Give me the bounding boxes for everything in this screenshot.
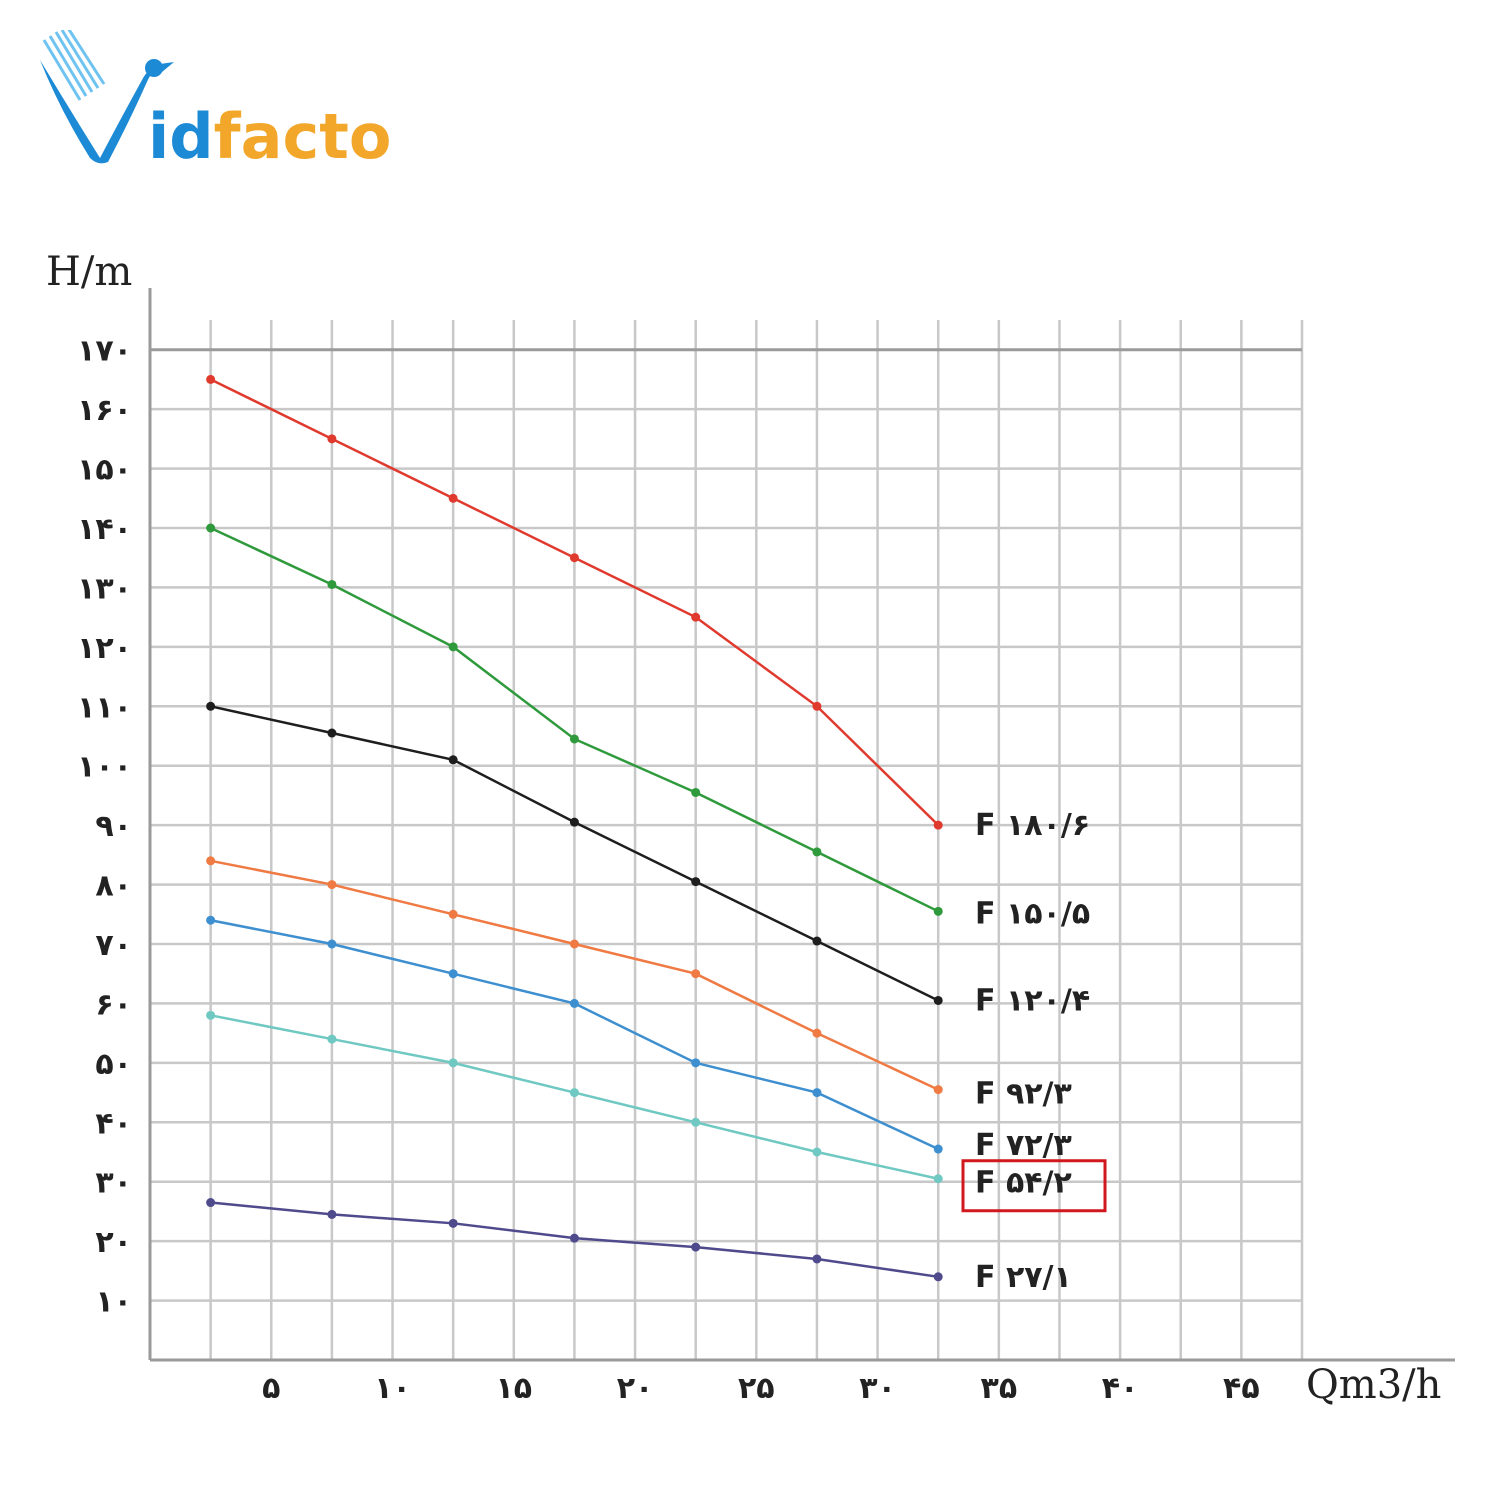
data-point <box>206 915 216 925</box>
data-point <box>691 1242 701 1252</box>
series-label: F ۱۲۰/۴ <box>975 983 1090 1018</box>
y-tick-label: ۱۴۰ <box>77 512 132 547</box>
data-point <box>569 1233 579 1243</box>
series-label: F ۹۲/۳ <box>975 1077 1072 1112</box>
x-tick-label: ۴۰ <box>1102 1371 1139 1406</box>
data-point <box>933 995 943 1005</box>
data-point <box>691 787 701 797</box>
series-label: F ۲۷/۱ <box>975 1260 1072 1295</box>
data-point <box>812 701 822 711</box>
vidfactor-logo: idfactor <box>40 30 390 170</box>
y-tick-label: ۸۰ <box>95 869 132 904</box>
data-point <box>448 642 458 652</box>
y-tick-label: ۱۰ <box>95 1285 132 1320</box>
y-tick-label: ۴۰ <box>95 1106 132 1141</box>
data-point <box>448 755 458 765</box>
y-tick-label: ۱۰۰ <box>77 750 132 785</box>
data-point <box>448 493 458 503</box>
data-point <box>448 969 458 979</box>
data-point <box>933 1272 943 1282</box>
x-tick-label: ۳۵ <box>981 1371 1018 1406</box>
data-point <box>206 374 216 384</box>
logo-text: idfactor <box>148 100 390 170</box>
y-tick-label: ۳۰ <box>95 1166 132 1201</box>
data-point <box>327 728 337 738</box>
x-tick-label: ۱۵ <box>495 1371 532 1406</box>
y-tick-label: ۲۰ <box>95 1225 132 1260</box>
x-tick-label: ۵ <box>262 1371 280 1406</box>
data-point <box>327 1209 337 1219</box>
data-point <box>812 1254 822 1264</box>
chart-grid <box>150 320 1304 1360</box>
data-point <box>812 847 822 857</box>
chart-labels: ۱۰ ۲۰ ۳۰ ۴۰ ۵۰ ۶۰ ۷۰ ۸۰ ۹۰ ۱۰۰ ۱۱۰ ۱۲۰ ۱۳۰ ۱۴۰ ۱۵۰ ۱۶۰ ۱… <box>77 334 1260 1406</box>
x-tick-label: ۲۰ <box>617 1371 654 1406</box>
logo-text-factor: factor <box>214 100 390 170</box>
logo-text-i: id <box>148 100 214 170</box>
y-tick-label: ۱۷۰ <box>77 334 132 369</box>
data-point <box>933 1174 943 1184</box>
data-point <box>691 969 701 979</box>
y-tick-label: ۱۳۰ <box>77 571 132 606</box>
data-point <box>569 734 579 744</box>
data-point <box>448 1058 458 1068</box>
highlight-box <box>961 1159 1107 1213</box>
x-tick-label: ۳۰ <box>859 1371 896 1406</box>
data-point <box>569 553 579 563</box>
data-point <box>691 1117 701 1127</box>
bird-icon <box>40 30 174 164</box>
data-point <box>206 856 216 866</box>
data-point <box>206 1198 216 1208</box>
x-tick-label: ۱۰ <box>374 1371 411 1406</box>
data-point <box>448 1218 458 1228</box>
data-point <box>812 1088 822 1098</box>
y-tick-label: ۱۶۰ <box>77 393 132 428</box>
y-tick-label: ۷۰ <box>95 928 132 963</box>
x-tick-label: ۴۵ <box>1223 1371 1260 1406</box>
data-point <box>569 998 579 1008</box>
x-axis-label: Qm3/h <box>1306 1362 1441 1408</box>
data-point <box>448 909 458 919</box>
data-point <box>812 1147 822 1157</box>
data-point <box>569 817 579 827</box>
data-point <box>691 877 701 887</box>
chart-axes <box>148 288 1455 1362</box>
data-point <box>933 1085 943 1095</box>
data-point <box>812 936 822 946</box>
y-axis-label: H/m <box>46 249 132 295</box>
data-point <box>206 523 216 533</box>
data-point <box>569 1088 579 1098</box>
data-point <box>569 939 579 949</box>
data-point <box>691 612 701 622</box>
chart-series <box>206 374 943 1282</box>
y-tick-label: ۱۲۰ <box>77 631 132 666</box>
x-tick-label: ۲۵ <box>738 1371 775 1406</box>
series-label: F ۱۵۰/۵ <box>975 896 1090 931</box>
data-point <box>206 1010 216 1020</box>
y-tick-label: ۹۰ <box>95 809 132 844</box>
y-tick-label: ۶۰ <box>95 987 132 1022</box>
y-tick-label: ۱۱۰ <box>77 690 132 725</box>
data-point <box>327 939 337 949</box>
data-point <box>933 820 943 830</box>
data-point <box>933 1144 943 1154</box>
y-tick-label: ۵۰ <box>95 1047 132 1082</box>
data-point <box>691 1058 701 1068</box>
data-point <box>933 906 943 916</box>
data-point <box>206 701 216 711</box>
y-tick-label: ۱۵۰ <box>77 453 132 488</box>
data-point <box>327 1034 337 1044</box>
series-label: F ۷۲/۳ <box>975 1128 1072 1163</box>
data-point <box>327 434 337 444</box>
data-point <box>812 1028 822 1038</box>
series-label: F ۱۸۰/۶ <box>975 808 1090 843</box>
data-point <box>327 880 337 890</box>
series-label: F ۵۴/۲ <box>975 1166 1072 1201</box>
data-point <box>327 579 337 589</box>
